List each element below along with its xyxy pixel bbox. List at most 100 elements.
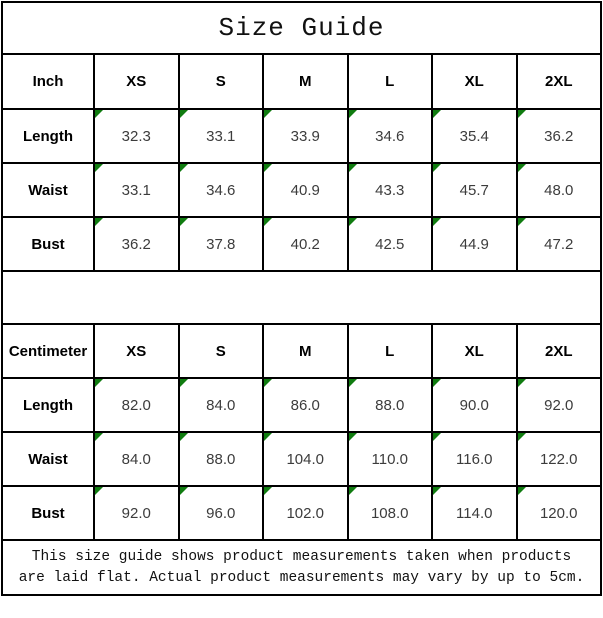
size-value: 122.0 [539,450,578,468]
cell-marker-icon [95,487,103,495]
size-value: 34.6 [206,181,236,199]
size-value: 90.0 [459,396,489,414]
size-value: 47.2 [544,235,574,253]
cell-marker-icon [348,218,357,226]
cell-marker-icon [179,487,188,495]
cell-marker-icon [517,110,526,118]
size-value: 108.0 [370,504,409,522]
cell-marker-icon [264,433,272,441]
size-cell: 88.0 [177,431,264,487]
cell-marker-icon [517,487,526,495]
size-value: 36.2 [544,127,574,145]
size-value: 33.1 [121,181,151,199]
unit-header-inch: Inch [1,55,95,110]
cell-marker-icon [517,379,526,387]
cell-marker-icon [95,379,103,387]
size-cell: 43.3 [346,162,433,218]
table-row: Bust 92.0 96.0 102.0 108.0 114.0 120.0 [1,485,602,541]
cell-marker-icon [517,164,526,172]
size-value: 40.2 [290,235,320,253]
size-cell: 44.9 [431,216,518,272]
size-value: 40.9 [290,181,320,199]
size-value: 104.0 [286,450,325,468]
size-value: 37.8 [206,235,236,253]
size-value: 84.0 [121,450,151,468]
cell-marker-icon [348,110,357,118]
centimeter-table: Centimeter XS S M L XL 2XL Length 82.0 8… [1,323,602,541]
column-header-l: L [346,55,433,110]
cell-marker-icon [348,164,357,172]
cell-marker-icon [179,218,188,226]
size-cell: 34.6 [177,162,264,218]
cell-marker-icon [517,433,526,441]
cell-marker-icon [348,433,357,441]
size-cell: 92.0 [515,377,602,433]
size-value: 120.0 [539,504,578,522]
size-value: 33.1 [206,127,236,145]
table-header-row: Centimeter XS S M L XL 2XL [1,323,602,379]
size-value: 45.7 [459,181,489,199]
row-label-bust: Bust [1,217,95,272]
size-cell: 33.9 [262,108,349,164]
size-cell: 84.0 [93,431,180,487]
table-row: Length 82.0 84.0 86.0 88.0 90.0 92.0 [1,377,602,433]
size-value: 110.0 [371,450,408,468]
column-header-xs: XS [93,55,180,110]
size-value: 84.0 [206,396,236,414]
size-cell: 34.6 [346,108,433,164]
size-value: 92.0 [544,396,574,414]
cell-marker-icon [433,218,441,226]
column-header-xs: XS [93,323,180,379]
size-value: 44.9 [459,235,489,253]
size-cell: 36.2 [515,108,602,164]
size-cell: 36.2 [93,216,180,272]
cell-marker-icon [179,379,188,387]
size-value: 116.0 [456,450,493,468]
size-value: 96.0 [206,504,236,522]
cell-marker-icon [433,164,441,172]
size-value: 82.0 [121,396,151,414]
size-value: 34.6 [375,127,405,145]
column-header-m: M [262,323,349,379]
cell-marker-icon [95,218,103,226]
table-row: Waist 84.0 88.0 104.0 110.0 116.0 122.0 [1,431,602,487]
size-cell: 122.0 [515,431,602,487]
cell-marker-icon [179,110,188,118]
cell-marker-icon [433,487,441,495]
column-header-l: L [346,323,433,379]
measurement-note-line2: are laid flat. Actual product measuremen… [18,569,585,586]
unit-header-centimeter: Centimeter [1,323,95,379]
size-value: 48.0 [544,181,574,199]
cell-marker-icon [264,164,272,172]
size-cell: 40.2 [262,216,349,272]
table-row: Waist 33.1 34.6 40.9 43.3 45.7 48.0 [1,162,602,218]
measurement-note: This size guide shows product measuremen… [1,541,602,596]
size-value: 102.0 [286,504,325,522]
size-value: 32.3 [121,127,151,145]
cell-marker-icon [264,487,272,495]
size-cell: 120.0 [515,485,602,541]
size-cell: 92.0 [93,485,180,541]
row-label-bust: Bust [1,485,95,541]
cell-marker-icon [348,379,357,387]
row-label-length: Length [1,377,95,433]
table-row: Length 32.3 33.1 33.9 34.6 35.4 36.2 [1,108,602,164]
size-cell: 33.1 [93,162,180,218]
size-value: 88.0 [206,450,236,468]
size-cell: 90.0 [431,377,518,433]
cell-marker-icon [433,110,441,118]
size-cell: 102.0 [262,485,349,541]
size-cell: 40.9 [262,162,349,218]
cell-marker-icon [433,433,441,441]
size-cell: 32.3 [93,108,180,164]
size-cell: 108.0 [346,485,433,541]
column-header-xl: XL [431,323,518,379]
row-label-length: Length [1,109,95,164]
size-cell: 37.8 [177,216,264,272]
size-value: 88.0 [375,396,405,414]
size-cell: 33.1 [177,108,264,164]
cell-marker-icon [264,379,272,387]
size-value: 35.4 [459,127,489,145]
size-cell: 48.0 [515,162,602,218]
